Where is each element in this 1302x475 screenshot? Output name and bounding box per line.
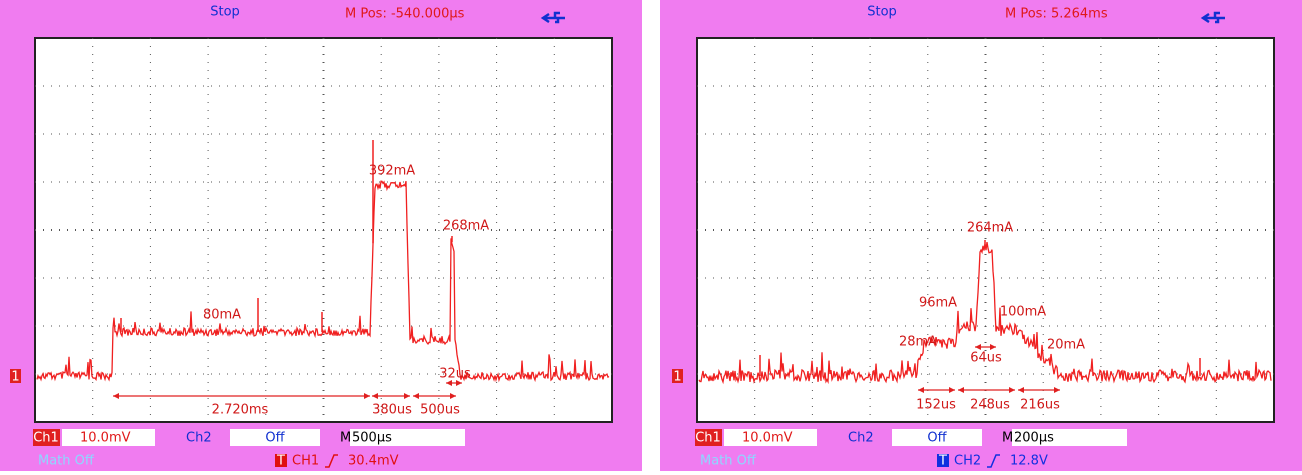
ch2-state: Off <box>927 431 947 446</box>
m-pos: M Pos: 5.264ms <box>1005 7 1108 22</box>
annotation: 32us <box>439 367 471 382</box>
annotation: 96mA <box>919 296 957 311</box>
channel-marker: 1 <box>673 370 681 385</box>
annotation: 152us <box>916 398 956 413</box>
annotation: 100mA <box>1000 305 1046 320</box>
trigger-source: CH1 <box>292 454 319 469</box>
annotation: 216us <box>1020 398 1060 413</box>
trigger-level: 12.8V <box>1010 454 1048 469</box>
ch1-label: Ch1 <box>33 431 59 446</box>
annotation: 28mA <box>899 335 937 350</box>
timebase: 200µs <box>1014 431 1054 446</box>
math-state: Math Off <box>38 454 95 469</box>
annotation: 248us <box>970 398 1010 413</box>
ch2-label: Ch2 <box>186 431 212 446</box>
status: Stop <box>867 5 897 20</box>
ch2-label: Ch2 <box>848 431 874 446</box>
channel-marker: 1 <box>11 370 19 385</box>
annotation: 392mA <box>369 164 415 179</box>
ch1-scale: 10.0mV <box>742 431 793 446</box>
trigger-icon: T <box>276 454 285 469</box>
m-pos: M Pos: -540.000µs <box>345 7 465 22</box>
screenshot: 392mA 268mA 80mA 32us 2.720ms 380us 500us 1 Stop… <box>0 0 1302 471</box>
ch2-state: Off <box>265 431 285 446</box>
scope-panel: 264mA 96mA 100mA 28mA 20mA 64us 152us 248us 216u… <box>660 0 1302 471</box>
annotation: 264mA <box>967 221 1013 236</box>
trigger-icon: T <box>938 454 947 469</box>
ch1-scale: 10.0mV <box>80 431 131 446</box>
annotation: 380us <box>372 403 412 418</box>
annotation: 20mA <box>1047 338 1085 353</box>
scope-panel: 392mA 268mA 80mA 32us 2.720ms 380us 500us 1 Stop… <box>0 0 642 471</box>
annotation: 80mA <box>203 308 241 323</box>
m-label: M <box>1002 431 1013 446</box>
annotation: 268mA <box>443 219 489 234</box>
trigger-level: 30.4mV <box>348 454 399 469</box>
m-label: M <box>340 431 351 446</box>
annotation: 2.720ms <box>212 403 269 418</box>
timebase: 500µs <box>352 431 392 446</box>
ch1-label: Ch1 <box>695 431 721 446</box>
trigger-source: CH2 <box>954 454 981 469</box>
math-state: Math Off <box>700 454 757 469</box>
annotation: 64us <box>970 351 1002 366</box>
annotation: 500us <box>420 403 460 418</box>
status: Stop <box>210 5 240 20</box>
